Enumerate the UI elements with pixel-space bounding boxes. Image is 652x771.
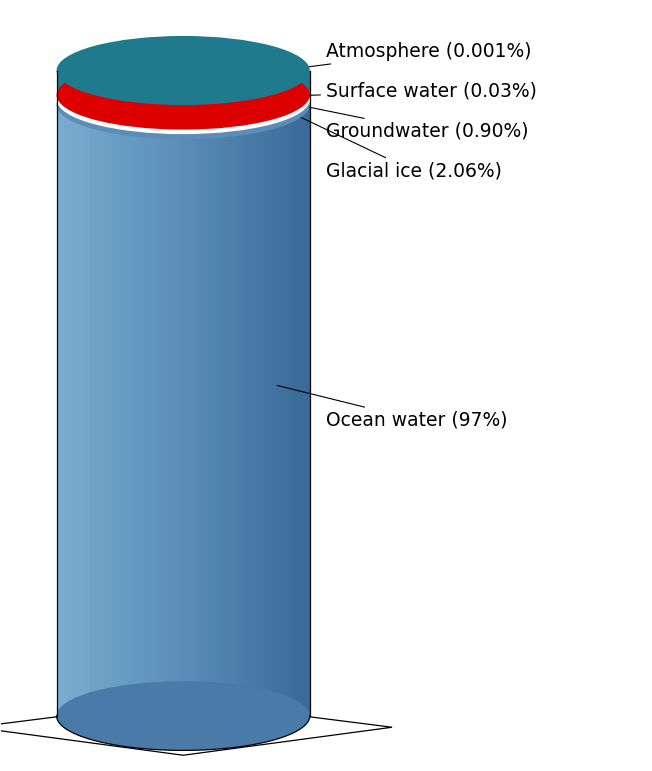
Polygon shape xyxy=(65,70,69,715)
Polygon shape xyxy=(145,70,149,715)
Polygon shape xyxy=(209,70,213,715)
Polygon shape xyxy=(137,70,141,715)
Polygon shape xyxy=(213,70,217,715)
Polygon shape xyxy=(57,95,310,99)
Polygon shape xyxy=(306,70,310,715)
Ellipse shape xyxy=(57,682,310,750)
Polygon shape xyxy=(192,70,196,715)
Polygon shape xyxy=(179,70,183,715)
Polygon shape xyxy=(221,70,226,715)
Polygon shape xyxy=(255,70,259,715)
Polygon shape xyxy=(158,70,162,715)
Polygon shape xyxy=(86,70,91,715)
Polygon shape xyxy=(238,70,243,715)
Text: Groundwater (0.90%): Groundwater (0.90%) xyxy=(274,100,529,141)
Polygon shape xyxy=(107,70,111,715)
Polygon shape xyxy=(74,70,78,715)
Polygon shape xyxy=(276,70,280,715)
Polygon shape xyxy=(196,70,200,715)
Ellipse shape xyxy=(57,36,310,105)
Polygon shape xyxy=(57,70,61,715)
Polygon shape xyxy=(57,70,310,95)
Text: Glacial ice (2.06%): Glacial ice (2.06%) xyxy=(277,106,502,180)
Polygon shape xyxy=(243,70,246,715)
Polygon shape xyxy=(250,70,255,715)
Polygon shape xyxy=(103,70,107,715)
Polygon shape xyxy=(175,70,179,715)
Polygon shape xyxy=(200,70,204,715)
Polygon shape xyxy=(128,70,132,715)
Polygon shape xyxy=(141,70,145,715)
Polygon shape xyxy=(61,70,65,715)
Polygon shape xyxy=(149,70,154,715)
Polygon shape xyxy=(263,70,267,715)
Polygon shape xyxy=(289,70,293,715)
Polygon shape xyxy=(0,701,392,756)
Polygon shape xyxy=(91,70,95,715)
Ellipse shape xyxy=(57,65,310,134)
Polygon shape xyxy=(217,70,221,715)
Polygon shape xyxy=(297,70,301,715)
Polygon shape xyxy=(115,70,120,715)
Polygon shape xyxy=(111,70,115,715)
Ellipse shape xyxy=(57,60,310,130)
Polygon shape xyxy=(82,70,86,715)
Polygon shape xyxy=(230,70,234,715)
Polygon shape xyxy=(120,70,124,715)
Text: Atmosphere (0.001%): Atmosphere (0.001%) xyxy=(256,42,531,74)
Polygon shape xyxy=(267,70,272,715)
Polygon shape xyxy=(204,70,209,715)
Polygon shape xyxy=(293,70,297,715)
Polygon shape xyxy=(98,70,103,715)
Polygon shape xyxy=(280,70,284,715)
Text: Ocean water (97%): Ocean water (97%) xyxy=(277,386,507,429)
Polygon shape xyxy=(95,70,98,715)
Polygon shape xyxy=(166,70,171,715)
Text: Surface water (0.03%): Surface water (0.03%) xyxy=(268,82,537,101)
Polygon shape xyxy=(57,99,310,105)
Polygon shape xyxy=(226,70,230,715)
Polygon shape xyxy=(259,70,263,715)
Ellipse shape xyxy=(57,70,310,140)
Polygon shape xyxy=(132,70,137,715)
Polygon shape xyxy=(69,70,74,715)
Polygon shape xyxy=(246,70,250,715)
Polygon shape xyxy=(234,70,238,715)
Polygon shape xyxy=(154,70,158,715)
Polygon shape xyxy=(301,70,306,715)
Polygon shape xyxy=(78,70,82,715)
Polygon shape xyxy=(272,70,276,715)
Polygon shape xyxy=(284,70,289,715)
Polygon shape xyxy=(124,70,128,715)
Polygon shape xyxy=(162,70,166,715)
Polygon shape xyxy=(187,70,192,715)
Polygon shape xyxy=(171,70,175,715)
Polygon shape xyxy=(183,70,187,715)
